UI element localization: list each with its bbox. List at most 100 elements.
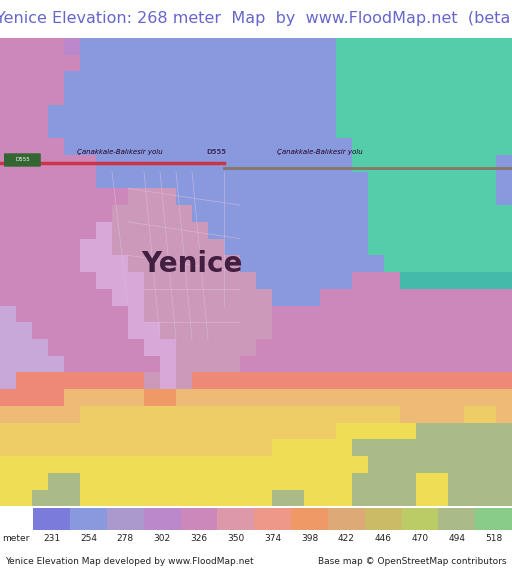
Bar xyxy=(64,55,80,71)
Bar xyxy=(80,272,96,289)
Bar xyxy=(480,189,496,205)
Bar xyxy=(480,255,496,272)
Bar xyxy=(336,222,352,239)
Bar xyxy=(464,456,480,473)
Bar xyxy=(464,105,480,122)
Bar xyxy=(288,306,304,322)
Bar xyxy=(400,322,416,339)
Bar xyxy=(448,473,464,489)
Bar xyxy=(70,508,107,530)
Bar xyxy=(336,55,352,71)
Bar xyxy=(496,222,512,239)
Bar xyxy=(272,423,288,439)
Bar xyxy=(208,456,224,473)
Bar xyxy=(400,372,416,389)
Bar xyxy=(192,339,208,356)
Bar xyxy=(448,306,464,322)
Bar xyxy=(368,439,384,456)
Bar xyxy=(64,155,80,172)
Bar xyxy=(464,322,480,339)
Bar xyxy=(224,339,240,356)
Bar xyxy=(112,356,128,372)
Bar xyxy=(176,473,192,489)
Bar xyxy=(32,389,48,406)
Bar xyxy=(400,189,416,205)
Bar xyxy=(416,255,432,272)
Bar xyxy=(80,239,96,255)
Bar xyxy=(368,322,384,339)
Bar xyxy=(464,138,480,155)
Bar xyxy=(496,439,512,456)
Bar xyxy=(304,105,320,122)
Bar xyxy=(112,489,128,506)
Bar xyxy=(416,205,432,222)
Bar xyxy=(240,356,256,372)
Bar xyxy=(336,406,352,423)
Bar xyxy=(80,255,96,272)
Bar xyxy=(224,239,240,255)
Bar xyxy=(144,88,160,105)
Bar xyxy=(144,189,160,205)
Bar xyxy=(365,508,401,530)
Bar xyxy=(144,356,160,372)
Bar xyxy=(448,439,464,456)
Bar xyxy=(400,306,416,322)
Bar xyxy=(64,372,80,389)
Bar xyxy=(144,71,160,88)
Bar xyxy=(144,122,160,139)
Bar xyxy=(144,172,160,189)
Bar xyxy=(320,456,336,473)
Bar xyxy=(192,372,208,389)
Bar xyxy=(192,473,208,489)
Bar xyxy=(336,473,352,489)
Bar xyxy=(448,356,464,372)
Bar xyxy=(160,322,176,339)
Bar xyxy=(112,189,128,205)
Bar xyxy=(16,205,32,222)
Bar xyxy=(208,71,224,88)
Bar xyxy=(288,172,304,189)
Bar xyxy=(224,189,240,205)
Bar xyxy=(128,356,144,372)
Bar xyxy=(208,122,224,139)
Bar xyxy=(144,306,160,322)
Bar xyxy=(80,105,96,122)
Bar xyxy=(496,138,512,155)
Bar xyxy=(224,222,240,239)
Bar xyxy=(240,189,256,205)
Bar xyxy=(128,306,144,322)
Bar xyxy=(352,439,368,456)
Bar xyxy=(352,423,368,439)
Bar xyxy=(464,289,480,306)
Text: Base map © OpenStreetMap contributors: Base map © OpenStreetMap contributors xyxy=(318,556,507,566)
Bar xyxy=(96,356,112,372)
Bar xyxy=(112,138,128,155)
Bar xyxy=(0,406,16,423)
Bar xyxy=(256,423,272,439)
Bar xyxy=(272,389,288,406)
Bar xyxy=(128,389,144,406)
Bar xyxy=(336,239,352,255)
Bar xyxy=(128,88,144,105)
Bar xyxy=(304,55,320,71)
Bar xyxy=(400,38,416,55)
Bar xyxy=(336,356,352,372)
Bar xyxy=(304,255,320,272)
Bar xyxy=(96,239,112,255)
Bar xyxy=(96,38,112,55)
Bar xyxy=(448,289,464,306)
Bar xyxy=(416,306,432,322)
Bar xyxy=(432,372,448,389)
Bar xyxy=(464,489,480,506)
Bar xyxy=(416,489,432,506)
Bar xyxy=(336,439,352,456)
Bar xyxy=(0,255,16,272)
Bar xyxy=(304,439,320,456)
Bar xyxy=(16,339,32,356)
Bar xyxy=(320,88,336,105)
Bar xyxy=(368,372,384,389)
Bar xyxy=(272,272,288,289)
Bar xyxy=(448,138,464,155)
Bar xyxy=(160,71,176,88)
Bar xyxy=(304,389,320,406)
